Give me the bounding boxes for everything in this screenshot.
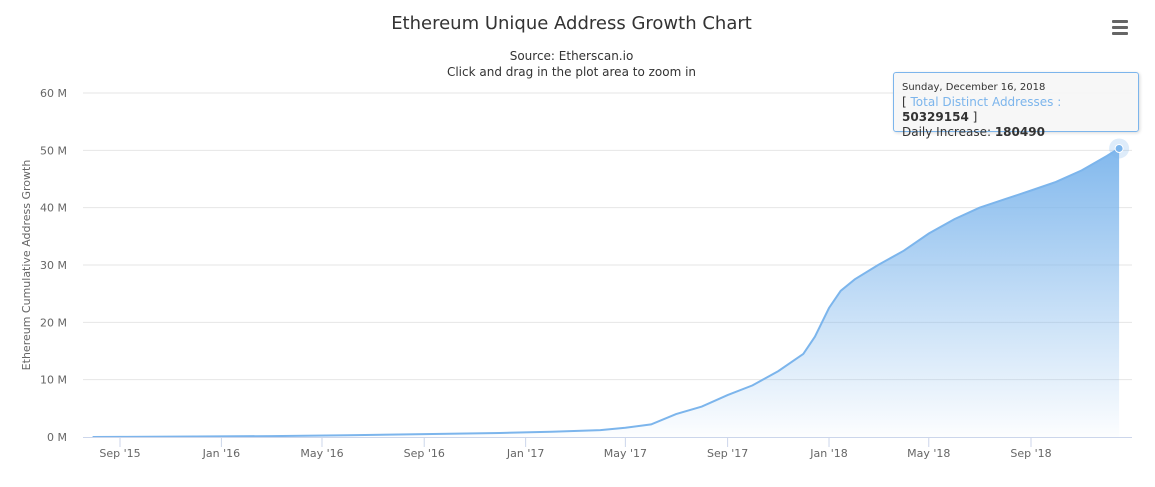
chart-subtitle: Source: Etherscan.io Click and drag in t…	[0, 48, 1143, 80]
tooltip-daily-value: 180490	[994, 125, 1045, 139]
y-tick-label: 60 M	[40, 87, 67, 100]
x-tick-label: Sep '16	[404, 447, 445, 460]
x-axis-labels: Sep '15 Jan '16 May '16 Sep '16 Jan '17 May '…	[99, 437, 1052, 460]
tooltip-series-row: [ Total Distinct Addresses : 50329154 ]	[902, 95, 1130, 125]
subtitle-source: Source: Etherscan.io	[509, 49, 634, 63]
hover-point[interactable]	[1114, 143, 1124, 153]
tooltip-separator: :	[1053, 95, 1062, 109]
x-tick-label: Sep '15	[99, 447, 140, 460]
menu-icon[interactable]	[1108, 20, 1132, 40]
tooltip-bracket-open: [	[902, 95, 907, 109]
x-tick-label: Jan '17	[506, 447, 544, 460]
y-tick-label: 0 M	[47, 431, 67, 444]
x-tick-label: Jan '18	[809, 447, 847, 460]
x-tick-label: Sep '18	[1010, 447, 1051, 460]
tooltip-series-name: Total Distinct Addresses	[910, 95, 1054, 109]
menu-icon-bar	[1112, 32, 1128, 35]
subtitle-zoom-hint: Click and drag in the plot area to zoom …	[446, 65, 697, 79]
x-tick-label: May '18	[907, 447, 950, 460]
x-tick-label: Jan '16	[202, 447, 240, 460]
x-tick-label: Sep '17	[707, 447, 748, 460]
x-tick-label: May '16	[300, 447, 343, 460]
y-tick-label: 40 M	[40, 202, 67, 215]
tooltip-series-value: 50329154	[902, 110, 969, 124]
y-tick-label: 20 M	[40, 316, 67, 329]
tooltip: Sunday, December 16, 2018 [ Total Distin…	[893, 72, 1139, 139]
y-axis-labels: 0 M 10 M 20 M 30 M 40 M 50 M 60 M	[40, 87, 67, 444]
tooltip-daily-label: Daily Increase:	[902, 125, 995, 139]
menu-icon-bar	[1112, 20, 1128, 23]
menu-icon-bar	[1112, 26, 1128, 29]
tooltip-date: Sunday, December 16, 2018	[902, 82, 1046, 93]
x-tick-label: May '17	[604, 447, 647, 460]
series-line[interactable]	[92, 147, 1120, 438]
y-tick-label: 30 M	[40, 259, 67, 272]
chart-title: Ethereum Unique Address Growth Chart	[391, 13, 752, 34]
y-tick-label: 10 M	[40, 374, 67, 387]
y-tick-label: 50 M	[40, 144, 67, 157]
tooltip-daily-row: Daily Increase: 180490	[902, 125, 1130, 140]
series-area	[92, 148, 1120, 437]
tooltip-bracket-close: ]	[972, 110, 978, 124]
y-axis-title: Ethereum Cumulative Address Growth	[20, 160, 33, 371]
